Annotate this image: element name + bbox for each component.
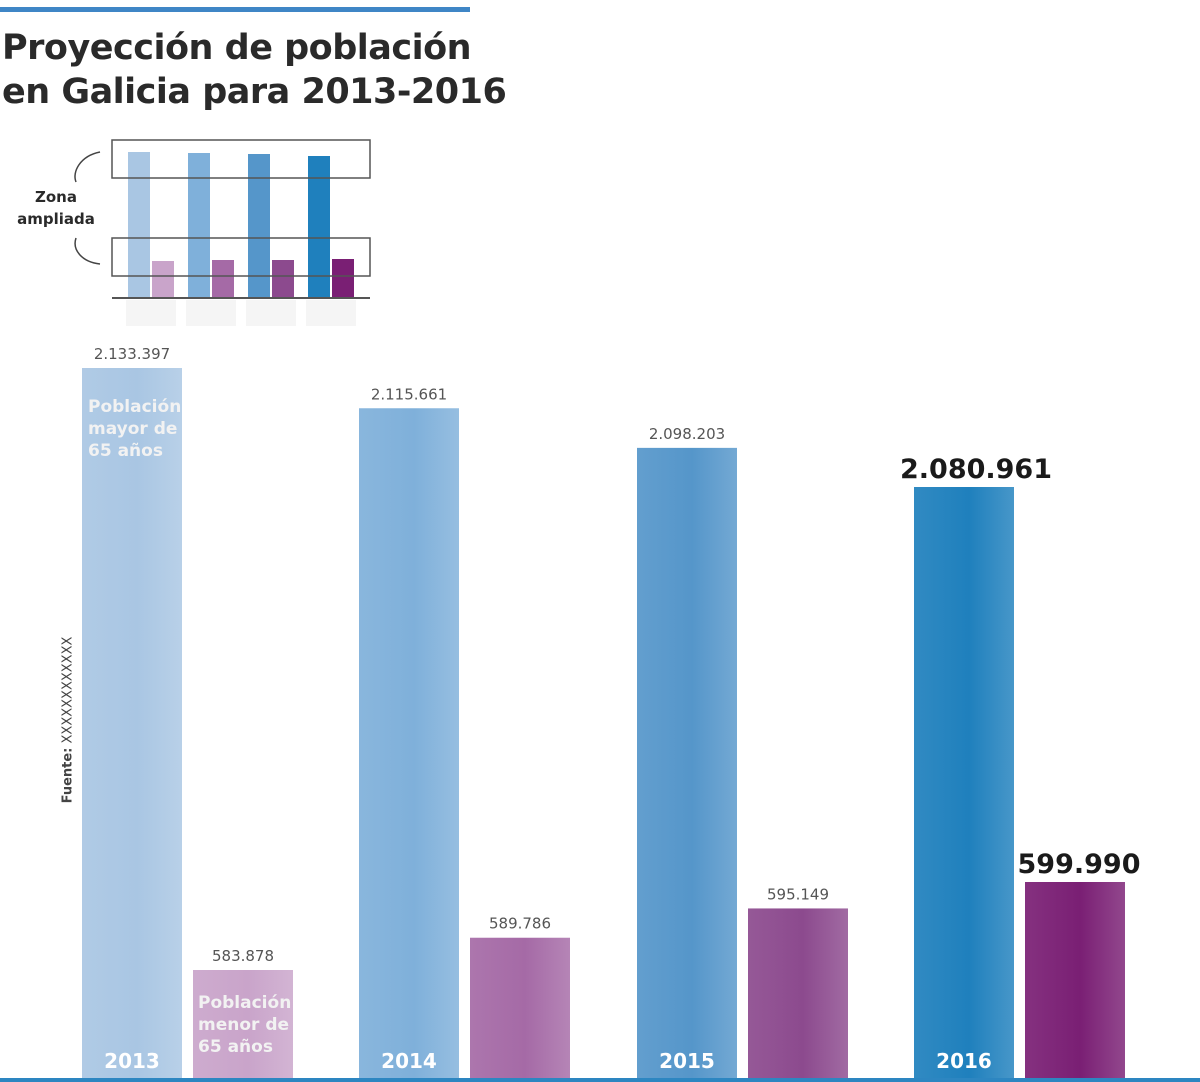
value-label-older-2013: 2.133.397 bbox=[94, 345, 170, 363]
bar-older-2014 bbox=[359, 408, 459, 1078]
inset-bar-reflection bbox=[126, 300, 176, 326]
inset-bar-older bbox=[128, 152, 150, 298]
series-label-younger: Población menor de 65 años bbox=[198, 993, 291, 1057]
chart-baseline bbox=[0, 1078, 1200, 1082]
inset-bar-younger bbox=[212, 260, 234, 298]
series-label-older: Población mayor de 65 años bbox=[88, 397, 181, 461]
tick-label-2016: 2016 bbox=[936, 1049, 992, 1073]
tick-label-2014: 2014 bbox=[381, 1049, 437, 1073]
bar-younger-2015 bbox=[748, 908, 848, 1078]
series-label-older-line: mayor de bbox=[88, 419, 177, 439]
source-note: Fuente: XXXXXXXXXXXX bbox=[61, 637, 76, 804]
chart-title: Proyección de población en Galicia para … bbox=[2, 26, 507, 114]
source-label: Fuente: bbox=[60, 747, 76, 804]
bar-older-2015 bbox=[637, 447, 737, 1078]
source-value: XXXXXXXXXXXX bbox=[60, 636, 76, 744]
inset-zoom-box-lower bbox=[111, 237, 371, 277]
top-accent-rule bbox=[0, 7, 470, 12]
value-label-younger-2015: 595.149 bbox=[767, 885, 829, 903]
inset-bar-reflection bbox=[246, 300, 296, 326]
value-label-younger-2014: 589.786 bbox=[489, 915, 551, 933]
value-label-older-2015: 2.098.203 bbox=[649, 425, 725, 443]
inset-bar-younger bbox=[152, 261, 174, 298]
inset-bar-older bbox=[308, 156, 330, 298]
bar-younger-2016 bbox=[1025, 882, 1125, 1078]
bar-older-2016 bbox=[914, 487, 1014, 1078]
inset-label-line: ampliada bbox=[17, 210, 95, 228]
series-label-older-line: Población bbox=[88, 397, 181, 417]
inset-bar-older bbox=[248, 154, 270, 298]
inset-bar-younger bbox=[332, 259, 354, 298]
series-label-younger-line: 65 años bbox=[198, 1037, 273, 1057]
tick-label-2015: 2015 bbox=[659, 1049, 715, 1073]
inset-bracket-lower bbox=[74, 237, 101, 265]
value-label-younger-2013: 583.878 bbox=[212, 947, 274, 965]
chart-title-line-1: Proyección de población bbox=[2, 28, 472, 68]
inset-bar-older bbox=[188, 153, 210, 298]
inset-label-line: Zona bbox=[35, 188, 77, 206]
inset-bracket-upper bbox=[74, 151, 101, 183]
bar-younger-2013 bbox=[193, 970, 293, 1078]
bar-younger-2014 bbox=[470, 937, 570, 1078]
tick-label-2013: 2013 bbox=[104, 1049, 160, 1073]
series-label-younger-line: menor de bbox=[198, 1015, 289, 1035]
value-label-younger-2016: 599.990 bbox=[1018, 849, 1141, 880]
series-label-older-line: 65 años bbox=[88, 441, 163, 461]
inset-bar-reflection bbox=[186, 300, 236, 326]
bar-older-2013 bbox=[82, 368, 182, 1078]
inset-bar-younger bbox=[272, 260, 294, 298]
chart-title-line-2: en Galicia para 2013-2016 bbox=[2, 72, 507, 112]
value-label-older-2014: 2.115.661 bbox=[371, 385, 447, 403]
value-label-older-2016: 2.080.961 bbox=[900, 454, 1052, 485]
inset-zoom-box-upper bbox=[111, 139, 371, 179]
series-label-younger-line: Población bbox=[198, 993, 291, 1013]
inset-bar-reflection bbox=[306, 300, 356, 326]
zoom-explainer-inset: Zona ampliada bbox=[17, 139, 371, 326]
